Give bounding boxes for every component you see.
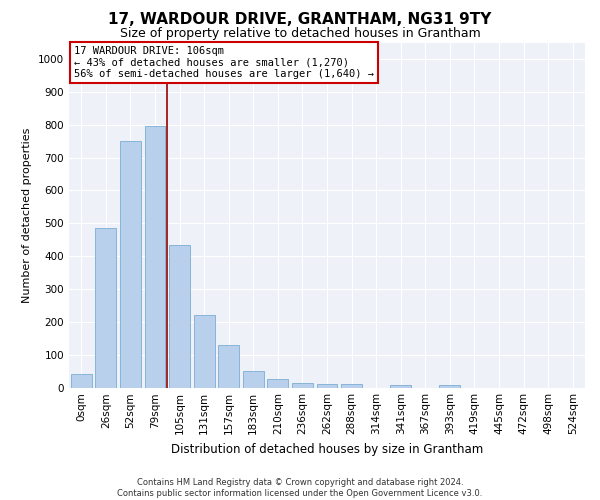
Bar (268, 378, 289, 388)
Bar (292, 383, 313, 388)
X-axis label: Distribution of detached houses by size in Grantham: Distribution of detached houses by size … (171, 443, 483, 456)
Bar (439, 385, 460, 388)
Bar (120, 141, 141, 388)
Bar (218, 346, 239, 388)
Bar (194, 315, 215, 388)
Bar (95, 228, 116, 388)
Text: 17, WARDOUR DRIVE, GRANTHAM, NG31 9TY: 17, WARDOUR DRIVE, GRANTHAM, NG31 9TY (109, 12, 491, 28)
Bar (317, 384, 337, 388)
Y-axis label: Number of detached properties: Number of detached properties (22, 128, 32, 302)
Text: 17 WARDOUR DRIVE: 106sqm
← 43% of detached houses are smaller (1,270)
56% of sem: 17 WARDOUR DRIVE: 106sqm ← 43% of detach… (74, 46, 374, 79)
Text: Contains HM Land Registry data © Crown copyright and database right 2024.
Contai: Contains HM Land Registry data © Crown c… (118, 478, 482, 498)
Bar (243, 371, 264, 388)
Text: Size of property relative to detached houses in Grantham: Size of property relative to detached ho… (119, 28, 481, 40)
Bar (71, 374, 92, 388)
Bar (169, 244, 190, 388)
Bar (390, 385, 411, 388)
Bar (145, 126, 166, 388)
Bar (341, 384, 362, 388)
